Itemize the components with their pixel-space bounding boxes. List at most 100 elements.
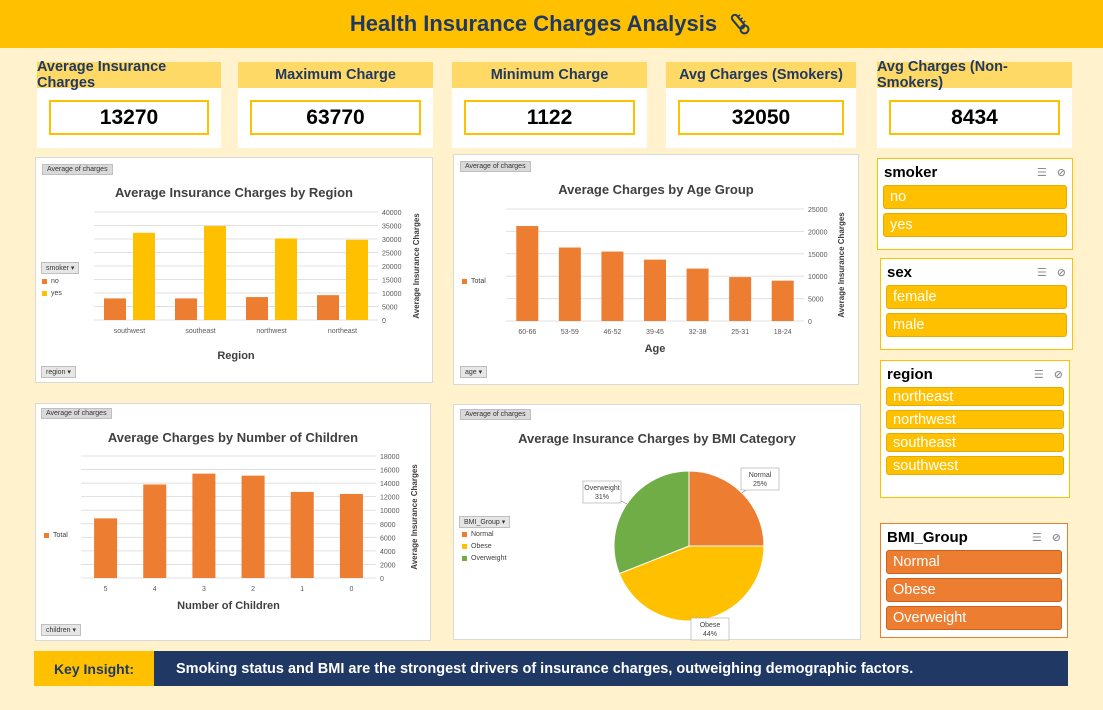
slicer-item-northeast[interactable]: northeast: [886, 387, 1064, 406]
x-tick-label: 3: [202, 586, 206, 593]
y-tick-label: 10000: [382, 291, 402, 298]
data-label-percent: 44%: [703, 631, 717, 638]
y-axis-title: Average Insurance Charges: [410, 464, 419, 570]
x-tick-label: 25-31: [731, 329, 749, 336]
bmi-pie-chart: Normal 25% Obese 44% Overweight 31%: [582, 467, 780, 641]
kpi-value: 8434: [889, 100, 1060, 135]
x-tick-label: northwest: [256, 328, 286, 335]
chart-legend: Total: [44, 527, 68, 539]
slicer-bmi-group: BMI_Group ☰ ⊘ Normal Obese Overweight: [880, 523, 1068, 638]
multi-select-icon[interactable]: ☰: [1033, 368, 1044, 381]
multi-select-icon[interactable]: ☰: [1031, 531, 1042, 544]
kpi-label: Average Insurance Charges: [37, 59, 221, 91]
data-label-name: Obese: [700, 622, 721, 629]
chart-region-panel[interactable]: Average of charges Average Insurance Cha…: [35, 157, 433, 383]
x-tick-label: 32-38: [689, 329, 707, 336]
slicer-item-obese[interactable]: Obese: [886, 578, 1062, 602]
y-tick-label: 14000: [380, 481, 400, 488]
region-bar-chart: 40000 35000 30000 25000 20000 15000 10000 5000 0…: [94, 210, 421, 362]
slicer-item-northwest[interactable]: northwest: [886, 410, 1064, 429]
slicer-item-southeast[interactable]: southeast: [886, 433, 1064, 452]
kpi-label: Maximum Charge: [238, 62, 433, 88]
pivot-value-tag[interactable]: Average of charges: [460, 161, 531, 172]
bar-total-1: [290, 491, 314, 578]
legend-label: Obese: [471, 543, 492, 550]
kpi-card-average: Average Insurance Charges 13270: [37, 59, 221, 148]
slicer-region: region ☰ ⊘ northeast northwest southeast …: [880, 360, 1070, 498]
dashboard-header: Health Insurance Charges Analysis: [0, 0, 1103, 48]
multi-select-icon[interactable]: ☰: [1036, 266, 1047, 279]
legend-swatch-yes: [42, 291, 47, 296]
x-axis-title: Number of Children: [177, 600, 280, 612]
chart-title: Average Charges by Age Group: [558, 182, 754, 197]
legend-field-button[interactable]: smoker ▾: [41, 262, 80, 274]
axis-field-button[interactable]: children ▾: [41, 624, 81, 636]
y-tick-label: 25000: [808, 207, 828, 214]
slicer-item-male[interactable]: male: [886, 313, 1067, 337]
legend-swatch-no: [42, 279, 47, 284]
x-tick-label: 4: [153, 586, 157, 593]
data-label-box: [582, 480, 622, 504]
legend-swatch-normal: [462, 532, 467, 537]
chart-children-panel[interactable]: Average of charges Average Charges by Nu…: [35, 403, 431, 641]
legend-label: Normal: [471, 531, 494, 538]
bar-yes-southwest: [133, 232, 155, 320]
legend-field-button[interactable]: BMI_Group ▾: [459, 516, 511, 528]
data-label-box: [740, 467, 780, 491]
y-tick-label: 20000: [808, 229, 828, 236]
children-bar-chart: 1800016000140001200010000800060004000200…: [81, 454, 419, 612]
x-tick-label: 39-45: [646, 329, 664, 336]
multi-select-icon[interactable]: ☰: [1036, 166, 1047, 179]
chart-title: Average Insurance Charges by Region: [115, 185, 353, 200]
x-tick-label: 53-59: [561, 329, 579, 336]
x-tick-label: southwest: [114, 328, 146, 335]
x-axis-title: Age: [645, 343, 666, 355]
data-label-percent: 31%: [595, 494, 609, 501]
chart-title: Average Insurance Charges by BMI Categor…: [518, 431, 796, 446]
clear-filter-icon[interactable]: ⊘: [1051, 531, 1061, 544]
kpi-value: 13270: [49, 100, 209, 135]
pivot-value-tag[interactable]: Average of charges: [41, 408, 112, 419]
clear-filter-icon[interactable]: ⊘: [1053, 368, 1063, 381]
slicer-item-southwest[interactable]: southwest: [886, 456, 1064, 475]
legend-swatch-total: [462, 279, 467, 284]
clear-filter-icon[interactable]: ⊘: [1056, 266, 1066, 279]
y-tick-label: 2000: [380, 562, 396, 569]
chart-age-panel[interactable]: Average of charges Average Charges by Ag…: [453, 154, 859, 385]
axis-field-button[interactable]: age ▾: [460, 366, 488, 378]
kpi-label: Avg Charges (Non-Smokers): [877, 59, 1072, 91]
y-tick-label: 15000: [808, 252, 828, 259]
slicer-item-no[interactable]: no: [883, 185, 1067, 209]
bar-total-46-52: [601, 251, 624, 321]
slicer-item-yes[interactable]: yes: [883, 213, 1067, 237]
bar-total-4: [143, 484, 167, 578]
y-tick-label: 6000: [380, 535, 396, 542]
kpi-value: 32050: [678, 100, 844, 135]
y-axis-title: Average Insurance Charges: [412, 213, 421, 319]
legend-swatch-overweight: [462, 556, 467, 561]
pie-slice-normal: [688, 470, 765, 547]
y-tick-label: 25000: [382, 251, 402, 258]
chart-bmi-panel[interactable]: Average of charges Average Insurance Cha…: [453, 404, 861, 641]
pivot-value-tag[interactable]: Average of charges: [460, 409, 531, 420]
data-label-name: Normal: [749, 472, 772, 479]
slicer-item-normal[interactable]: Normal: [886, 550, 1062, 574]
y-axis-title: Average Insurance Charges: [837, 212, 846, 318]
chart-legend: Total: [462, 273, 486, 285]
thermometer-icon: [730, 13, 750, 35]
axis-field-button[interactable]: region ▾: [41, 366, 76, 378]
y-tick-label: 18000: [380, 454, 400, 461]
slicer-item-overweight[interactable]: Overweight: [886, 606, 1062, 630]
y-tick-label: 0: [380, 576, 384, 583]
slicer-item-female[interactable]: female: [886, 285, 1067, 309]
key-insight-label: Key Insight:: [34, 651, 154, 686]
clear-filter-icon[interactable]: ⊘: [1056, 166, 1066, 179]
bar-no-southeast: [175, 298, 197, 320]
bar-yes-northeast: [346, 239, 368, 320]
x-tick-label: 46-52: [603, 329, 621, 336]
slicer-title: sex: [887, 263, 913, 281]
data-label-name: Overweight: [584, 485, 619, 492]
kpi-card-minimum: Minimum Charge 1122: [452, 62, 647, 148]
pivot-value-tag[interactable]: Average of charges: [42, 164, 113, 175]
bar-total-3: [192, 473, 216, 578]
